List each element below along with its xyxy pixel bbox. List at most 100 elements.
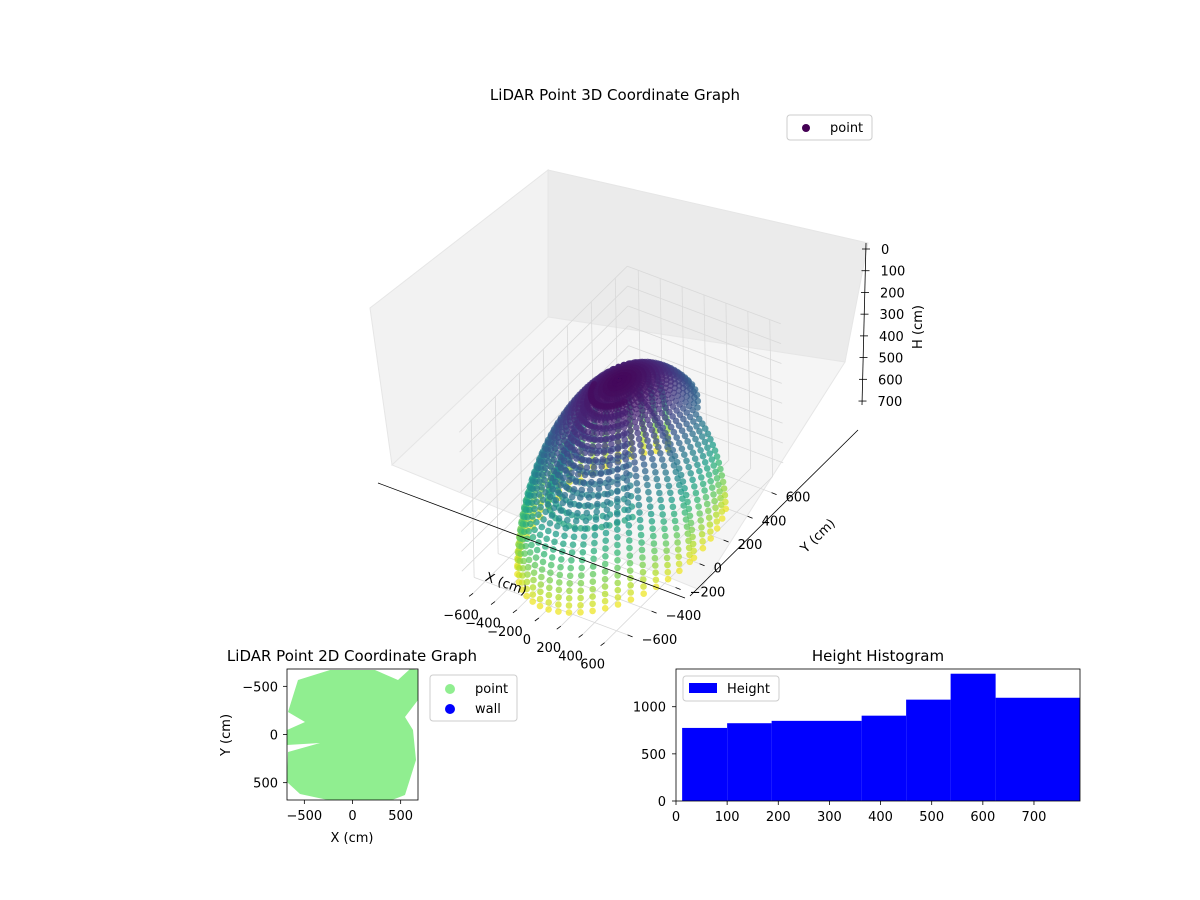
point-marker — [656, 489, 663, 497]
point-marker — [682, 516, 690, 523]
point-marker — [614, 439, 622, 446]
point-marker — [681, 509, 689, 516]
point-marker — [649, 455, 656, 463]
point-marker — [562, 524, 570, 532]
point-marker — [596, 477, 604, 485]
x-tick-3d — [490, 601, 496, 605]
point-marker — [593, 508, 600, 516]
point-marker — [614, 586, 622, 594]
x-tick-label-hist: 100 — [715, 810, 740, 825]
grid-line-3d — [628, 325, 782, 384]
point-marker — [601, 597, 609, 605]
point-marker — [566, 580, 573, 587]
point-marker — [652, 569, 659, 576]
axes-hist-frame — [675, 668, 1081, 802]
y-tick-label-3d: 0 — [714, 562, 722, 577]
point-marker — [641, 467, 649, 475]
x-tick-label-hist: 300 — [817, 810, 842, 825]
point-marker — [701, 425, 709, 432]
point-marker — [536, 531, 544, 539]
point-marker — [539, 471, 546, 479]
grid-line-3d — [470, 420, 475, 578]
point-marker — [703, 500, 711, 508]
point-marker — [639, 454, 647, 462]
point-marker — [711, 497, 718, 505]
point-marker — [699, 538, 706, 545]
point-marker — [557, 464, 565, 472]
point-marker — [615, 420, 622, 428]
point-marker — [590, 555, 597, 563]
point-marker — [558, 556, 565, 563]
point-marker — [571, 525, 579, 533]
histogram-bar — [861, 715, 907, 801]
point-marker — [564, 516, 571, 524]
point-marker — [566, 587, 573, 595]
point-marker — [624, 506, 632, 514]
point-marker — [638, 420, 646, 428]
point-marker — [689, 449, 697, 457]
point-marker — [605, 468, 613, 476]
ylabel-2d: Y (cm) — [219, 714, 234, 757]
point-marker — [694, 441, 702, 448]
point-marker — [627, 427, 634, 435]
point-marker — [631, 459, 638, 466]
x-tick-3d — [600, 642, 605, 646]
point-marker — [664, 443, 671, 451]
point-marker — [646, 421, 653, 429]
point-marker — [593, 430, 601, 437]
point-marker — [599, 456, 607, 463]
point-marker — [555, 586, 563, 594]
point-marker — [705, 471, 713, 479]
point-marker — [552, 530, 560, 538]
point-marker — [600, 449, 608, 456]
point-marker — [523, 578, 531, 586]
point-marker — [537, 581, 545, 588]
point-marker — [676, 439, 683, 447]
point-marker — [614, 459, 621, 466]
z-axis-3d — [861, 242, 867, 406]
point-marker — [547, 561, 555, 569]
point-marker — [663, 547, 670, 554]
point-marker — [552, 497, 560, 504]
point-marker — [589, 578, 597, 585]
ylabel-3d: Y (cm) — [797, 516, 838, 557]
point-marker — [685, 537, 692, 545]
point-marker — [595, 485, 603, 493]
y-tick-label-3d: 400 — [762, 514, 787, 529]
point-marker — [544, 470, 551, 477]
point-marker — [570, 462, 578, 469]
y-tick-label-hist: 0 — [658, 795, 666, 810]
point-marker — [554, 522, 561, 530]
point-marker — [590, 464, 598, 471]
point-marker — [533, 518, 540, 526]
point-marker — [705, 507, 712, 515]
point-marker — [536, 595, 544, 603]
point-marker — [527, 520, 534, 528]
y-tick-label-hist: 1000 — [633, 701, 666, 716]
point-marker — [588, 478, 595, 486]
point-marker — [689, 430, 696, 438]
ticks-3d: −600−400−2000200400600−600−400−200020040… — [443, 243, 905, 673]
point-marker — [695, 503, 702, 510]
point-marker — [650, 462, 658, 469]
point-marker — [526, 549, 534, 556]
point-marker — [704, 444, 711, 452]
point-marker — [705, 514, 713, 521]
point-marker — [717, 465, 724, 473]
point-marker — [657, 427, 664, 434]
point-marker — [601, 605, 609, 612]
point-marker — [645, 488, 652, 496]
point-marker — [614, 541, 621, 549]
point-marker — [608, 434, 616, 442]
point-marker — [614, 549, 621, 556]
point-marker — [630, 452, 638, 460]
points-2d — [287, 669, 418, 800]
point-marker — [608, 440, 615, 448]
point-marker — [602, 435, 610, 443]
point-marker — [654, 421, 662, 429]
point-marker — [522, 542, 530, 550]
x-tick-label-3d: 0 — [523, 633, 531, 648]
point-marker — [561, 532, 568, 540]
point-marker — [633, 424, 640, 431]
x-tick-3d — [534, 617, 540, 622]
